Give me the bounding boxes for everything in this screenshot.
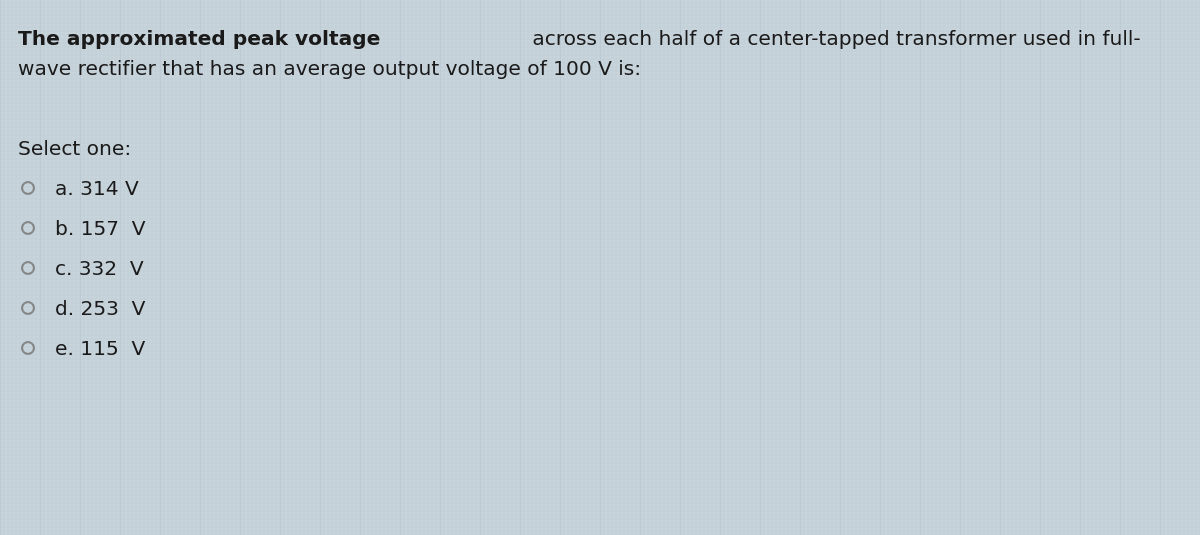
Text: Select one:: Select one: <box>18 140 131 159</box>
Text: across each half of a center-tapped transformer used in full-: across each half of a center-tapped tran… <box>527 30 1141 49</box>
Text: The approximated peak voltage: The approximated peak voltage <box>18 30 380 49</box>
Text: wave rectifier that has an average output voltage of 100 V is:: wave rectifier that has an average outpu… <box>18 60 641 79</box>
Text: d. 253  V: d. 253 V <box>55 300 145 319</box>
Text: b. 157  V: b. 157 V <box>55 220 145 239</box>
Text: a. 314 V: a. 314 V <box>55 180 139 199</box>
Text: c. 332  V: c. 332 V <box>55 260 144 279</box>
Text: e. 115  V: e. 115 V <box>55 340 145 359</box>
